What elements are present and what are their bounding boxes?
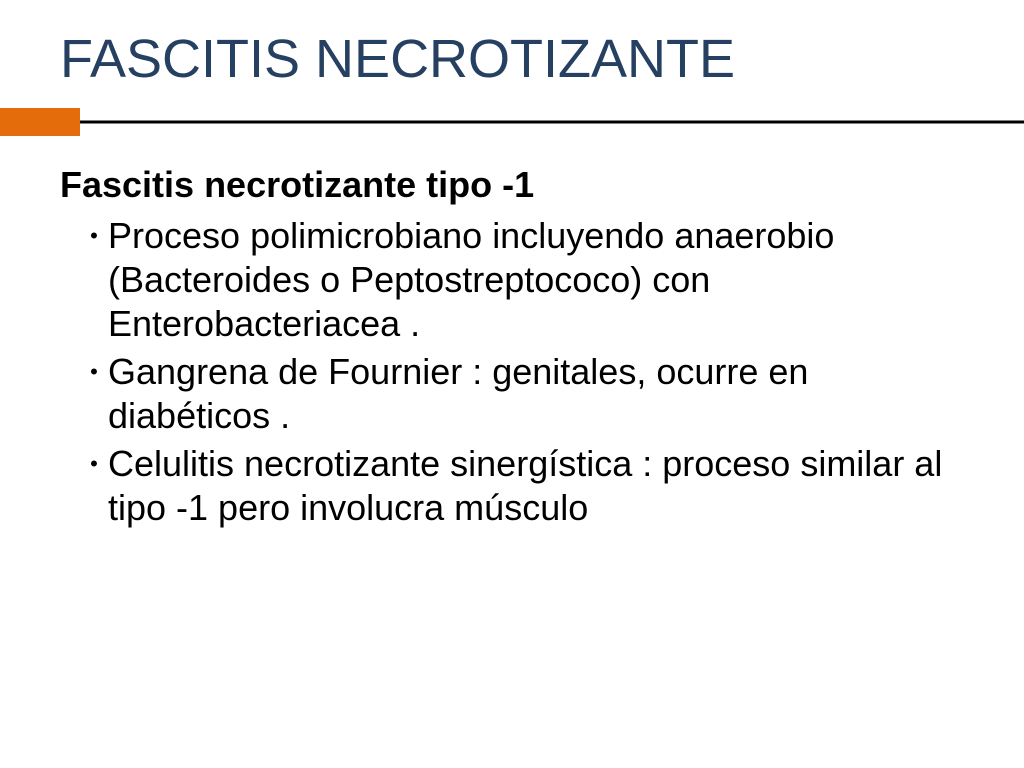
list-item-text: Celulitis necrotizante sinergística : pr…	[108, 442, 964, 530]
list-item: •Gangrena de Fournier : genitales, ocurr…	[80, 350, 964, 438]
slide-title: FASCITIS NECROTIZANTE	[60, 28, 964, 90]
list-item-text: Gangrena de Fournier : genitales, ocurre…	[108, 350, 964, 438]
accent-block	[0, 108, 80, 136]
slide: FASCITIS NECROTIZANTE Fascitis necrotiza…	[0, 0, 1024, 768]
list-item: •Proceso polimicrobiano incluyendo anaer…	[80, 214, 964, 346]
bullet-icon: •	[80, 214, 108, 258]
subtitle: Fascitis necrotizante tipo -1	[60, 164, 964, 206]
list-item-text: Proceso polimicrobiano incluyendo anaero…	[108, 214, 964, 346]
accent-line	[80, 108, 1024, 136]
bullet-icon: •	[80, 442, 108, 486]
list-item: •Celulitis necrotizante sinergística : p…	[80, 442, 964, 530]
title-area: FASCITIS NECROTIZANTE	[0, 0, 1024, 90]
bullet-list: •Proceso polimicrobiano incluyendo anaer…	[60, 214, 964, 530]
bullet-icon: •	[80, 350, 108, 394]
body-area: Fascitis necrotizante tipo -1 •Proceso p…	[0, 136, 1024, 530]
accent-rule	[0, 108, 1024, 136]
